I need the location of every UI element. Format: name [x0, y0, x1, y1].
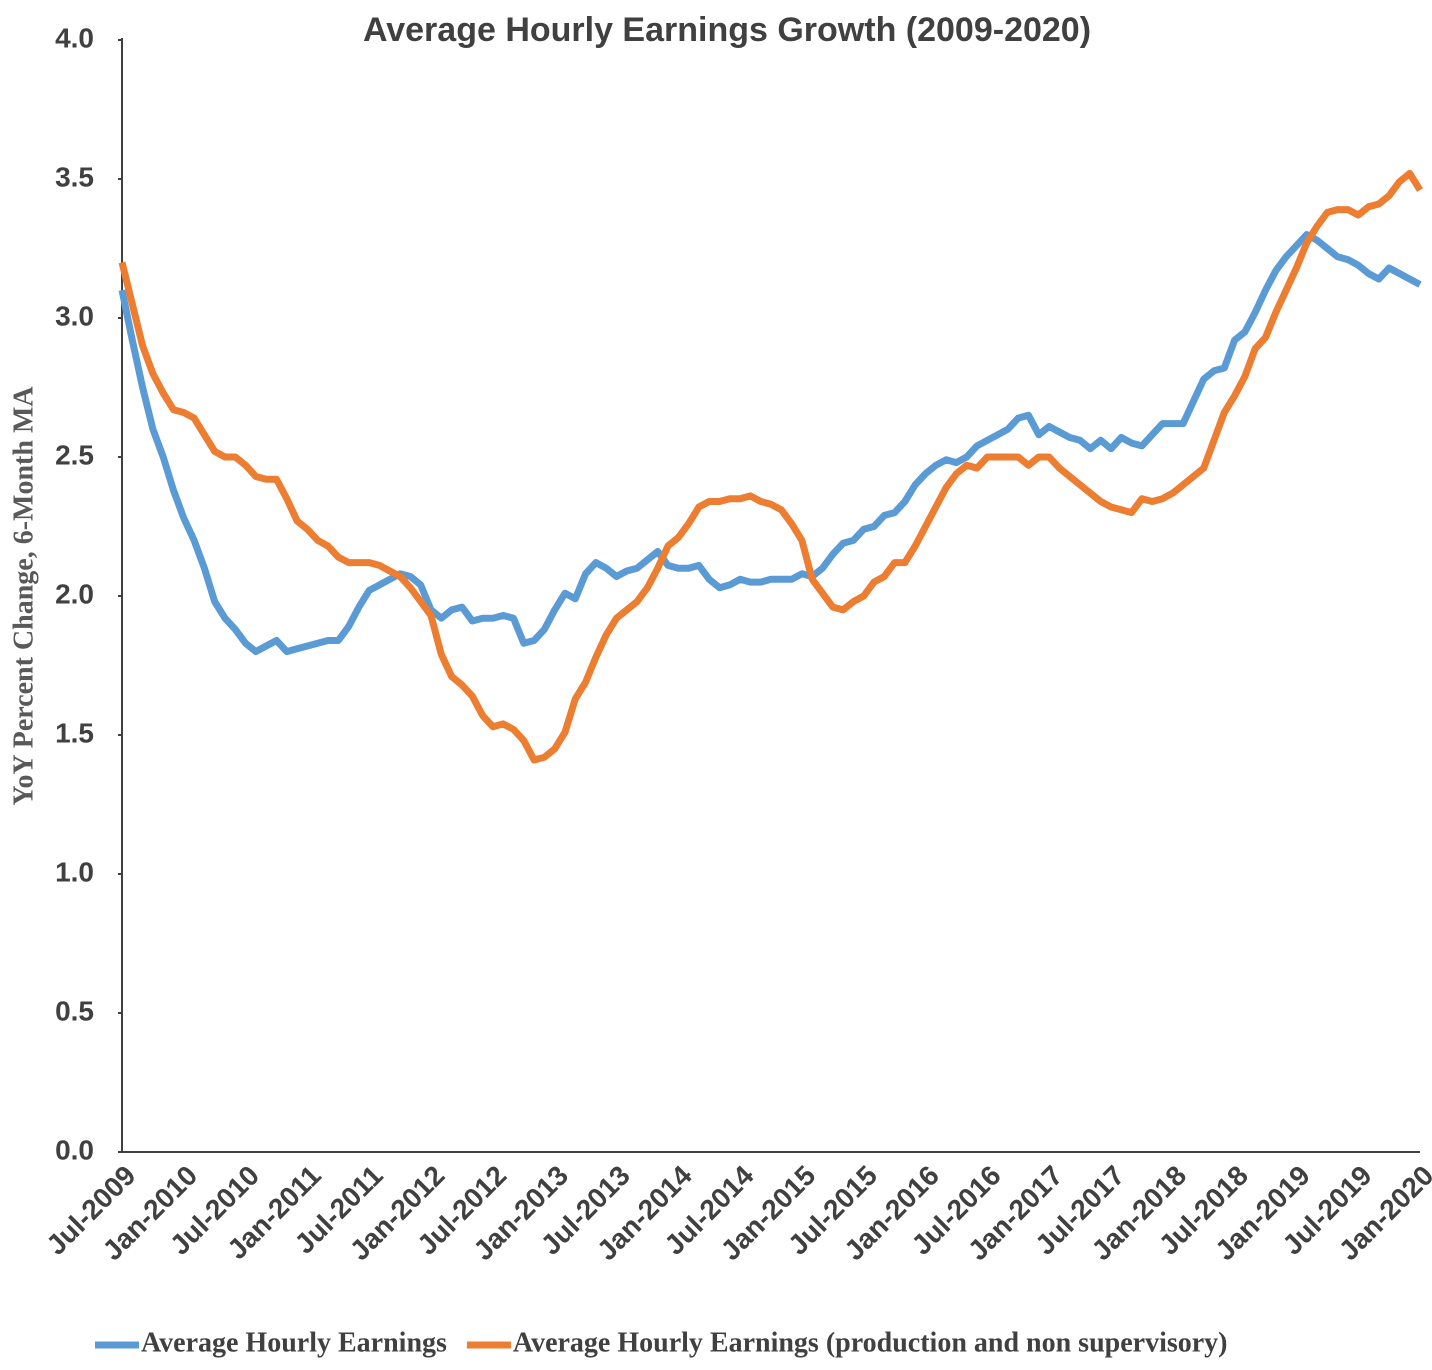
legend-label: Average Hourly Earnings (production and … — [513, 1327, 1228, 1358]
legend-label: Average Hourly Earnings — [141, 1327, 447, 1358]
chart-title: Average Hourly Earnings Growth (2009-202… — [363, 11, 1091, 49]
series-line — [118, 231, 1422, 656]
y-tick-label: 2.0 — [55, 578, 94, 609]
y-tick-label: 0.5 — [55, 995, 94, 1026]
y-tick-label: 3.0 — [55, 300, 94, 331]
y-tick-label: 4.0 — [55, 22, 94, 53]
y-tick-label: 1.0 — [55, 856, 94, 887]
y-tick-label: 1.5 — [55, 717, 94, 748]
y-axis-label: YoY Percent Change, 6-Month MA — [8, 386, 39, 806]
y-tick-label: 3.5 — [55, 161, 94, 192]
series-line — [118, 169, 1423, 764]
y-tick-label: 2.5 — [55, 439, 94, 470]
y-tick-label: 0.0 — [55, 1134, 94, 1165]
